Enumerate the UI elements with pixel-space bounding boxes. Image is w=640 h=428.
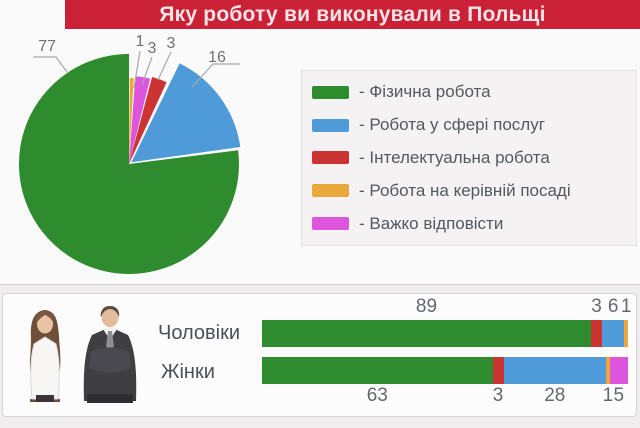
bar-value-label: 1	[620, 296, 632, 317]
pie-slice	[129, 78, 134, 164]
pie-value-label-hard-to-answer: 3	[147, 40, 157, 57]
bar-value-label: 28	[544, 385, 566, 406]
category-label-men: Чоловіки	[158, 322, 241, 344]
stacked-bar-men	[262, 320, 628, 347]
page-title: Яку роботу ви виконували в Польщі	[65, 0, 640, 29]
legend-swatch	[312, 184, 349, 198]
bar-segment	[602, 320, 625, 347]
bar-value-label: 6	[607, 296, 619, 317]
legend-item: - Важко відповісти	[312, 214, 636, 234]
bar-values-men: 89 3 6 1	[262, 296, 632, 317]
bar-segment	[591, 320, 603, 347]
pie-value-label-services: 16	[208, 49, 226, 66]
pie-slice	[18, 53, 239, 274]
bar-value-label: 5	[613, 385, 625, 406]
bar-segment	[262, 320, 592, 347]
legend-swatch	[312, 118, 349, 132]
category-label-women: Жінки	[161, 361, 215, 383]
pie-value-label-physical: 77	[38, 38, 56, 55]
woman-photo	[29, 310, 61, 402]
legend-item-label: - Робота на керівній посаді	[359, 180, 571, 200]
pie-slice	[131, 63, 241, 163]
legend-item: - Робота у сфері послуг	[312, 115, 636, 135]
pie-slice	[129, 76, 151, 164]
pie-slice	[129, 77, 167, 164]
bar-value-label: 3	[591, 296, 602, 317]
legend-item: - Інтелектуальна робота	[312, 148, 636, 168]
legend-swatch	[312, 151, 349, 165]
legend-item-label: - Інтелектуальна робота	[359, 147, 550, 167]
legend-item: - Робота на керівній посаді	[312, 181, 636, 201]
legend-item-label: - Фізична робота	[359, 82, 491, 102]
bar-value-label: 1	[602, 385, 614, 406]
legend-swatch	[312, 217, 349, 231]
legend-item-label: - Робота у сфері послуг	[359, 115, 545, 135]
bar-values-women: 63 3 28 1 5	[262, 386, 628, 406]
legend-item-label: - Важко відповісти	[359, 213, 504, 233]
bar-value-label: 63	[366, 385, 388, 406]
pie-value-label-managerial: 1	[135, 33, 145, 50]
bar-segment	[624, 320, 628, 347]
legend-swatch	[312, 85, 349, 99]
bar-segment	[492, 357, 504, 384]
man-photo	[83, 306, 137, 403]
stacked-bar-women	[262, 357, 628, 384]
bar-segment	[262, 357, 493, 384]
legend-panel: - Фізична робота - Робота у сфері послуг -…	[301, 70, 637, 246]
bar-segment	[606, 357, 610, 384]
bar-value-label: 89	[415, 296, 438, 317]
bar-segment	[609, 357, 628, 384]
bar-segment	[503, 357, 607, 384]
pie-value-label-intellectual: 3	[166, 35, 176, 52]
legend-item: - Фізична робота	[312, 82, 636, 102]
bar-value-label: 3	[492, 385, 504, 406]
pie-section: Яку роботу ви виконували в Польщі 77 1 3…	[0, 0, 640, 285]
